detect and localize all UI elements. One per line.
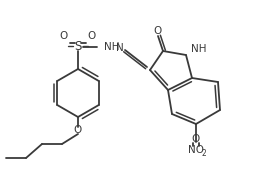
Text: S: S [74,40,82,54]
Text: O: O [88,31,96,41]
Text: NH: NH [191,44,207,54]
Text: O: O [192,134,200,144]
Text: O: O [74,125,82,135]
Text: 2: 2 [202,148,206,158]
Text: N: N [116,43,124,53]
Text: O: O [60,31,68,41]
Text: NH: NH [104,42,120,52]
Text: O: O [153,26,161,36]
Text: NO: NO [188,145,204,155]
